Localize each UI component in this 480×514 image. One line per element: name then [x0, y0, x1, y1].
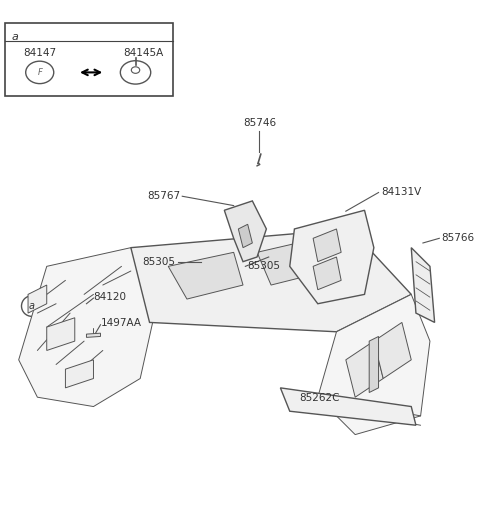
Polygon shape — [257, 238, 327, 285]
Text: 85305: 85305 — [248, 261, 281, 271]
Text: 84131V: 84131V — [381, 187, 421, 196]
Polygon shape — [224, 201, 266, 262]
Polygon shape — [168, 252, 243, 299]
Polygon shape — [374, 322, 411, 378]
Text: 84120: 84120 — [94, 292, 126, 302]
Polygon shape — [47, 318, 75, 351]
Text: 85767: 85767 — [147, 191, 180, 201]
Polygon shape — [318, 295, 430, 435]
Polygon shape — [65, 360, 94, 388]
Text: 84145A: 84145A — [123, 48, 164, 58]
Polygon shape — [239, 224, 252, 248]
Polygon shape — [86, 333, 100, 337]
Text: 1497AA: 1497AA — [100, 318, 142, 328]
Polygon shape — [131, 229, 411, 332]
Polygon shape — [290, 210, 374, 304]
Polygon shape — [19, 248, 159, 407]
Text: a: a — [12, 32, 19, 42]
Text: 85305: 85305 — [142, 256, 175, 267]
Text: a: a — [29, 301, 35, 311]
Text: 85262C: 85262C — [299, 393, 339, 402]
Polygon shape — [411, 248, 434, 322]
Polygon shape — [369, 337, 379, 393]
Text: F: F — [37, 68, 42, 77]
FancyBboxPatch shape — [5, 23, 173, 96]
Text: 84147: 84147 — [24, 48, 57, 58]
Polygon shape — [313, 257, 341, 290]
Text: 85766: 85766 — [442, 233, 475, 243]
Polygon shape — [280, 388, 416, 425]
Polygon shape — [313, 229, 341, 262]
Polygon shape — [28, 285, 47, 313]
Polygon shape — [346, 341, 383, 397]
Text: 85746: 85746 — [243, 119, 276, 128]
